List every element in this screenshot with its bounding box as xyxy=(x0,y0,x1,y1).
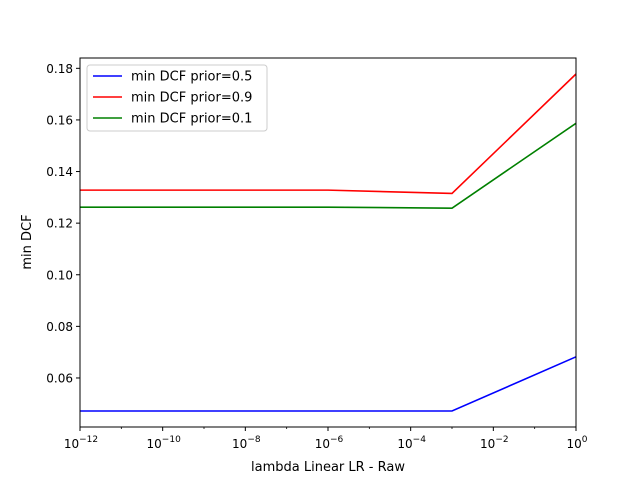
x-tick-label: 10−2 xyxy=(480,435,509,451)
x-tick-label: 10−10 xyxy=(147,435,182,451)
ticks: 0.06 0.08 0.10 0.12 0.14 0.16 0.18 10−12 10−10 10… xyxy=(46,62,587,451)
y-axis-label: min DCF xyxy=(20,214,35,269)
y-tick-label: 0.10 xyxy=(46,268,73,282)
x-tick-label: 100 xyxy=(566,435,587,451)
y-tick-label: 0.18 xyxy=(46,62,73,76)
legend: min DCF prior=0.5 min DCF prior=0.9 min DC… xyxy=(86,64,268,132)
legend-box xyxy=(86,64,268,132)
x-tick-label: 10−8 xyxy=(232,435,261,451)
x-axis-label: lambda Linear LR - Raw xyxy=(251,460,405,475)
series-line-0 xyxy=(80,356,577,412)
series-lines xyxy=(80,73,577,412)
legend-label: min DCF prior=0.9 xyxy=(131,91,252,106)
y-tick-label: 0.12 xyxy=(46,217,73,231)
x-tick-label: 10−4 xyxy=(397,435,426,451)
y-tick-label: 0.14 xyxy=(46,165,73,179)
legend-label: min DCF prior=0.1 xyxy=(131,112,252,127)
x-tick-label: 10−12 xyxy=(64,435,98,451)
series-line-1 xyxy=(80,73,577,195)
legend-label: min DCF prior=0.5 xyxy=(131,70,252,85)
x-tick-label: 10−6 xyxy=(315,435,344,451)
y-tick-label: 0.16 xyxy=(46,113,73,127)
series-line-2 xyxy=(80,122,577,209)
y-tick-label: 0.08 xyxy=(46,320,73,334)
y-tick-label: 0.06 xyxy=(46,371,73,385)
